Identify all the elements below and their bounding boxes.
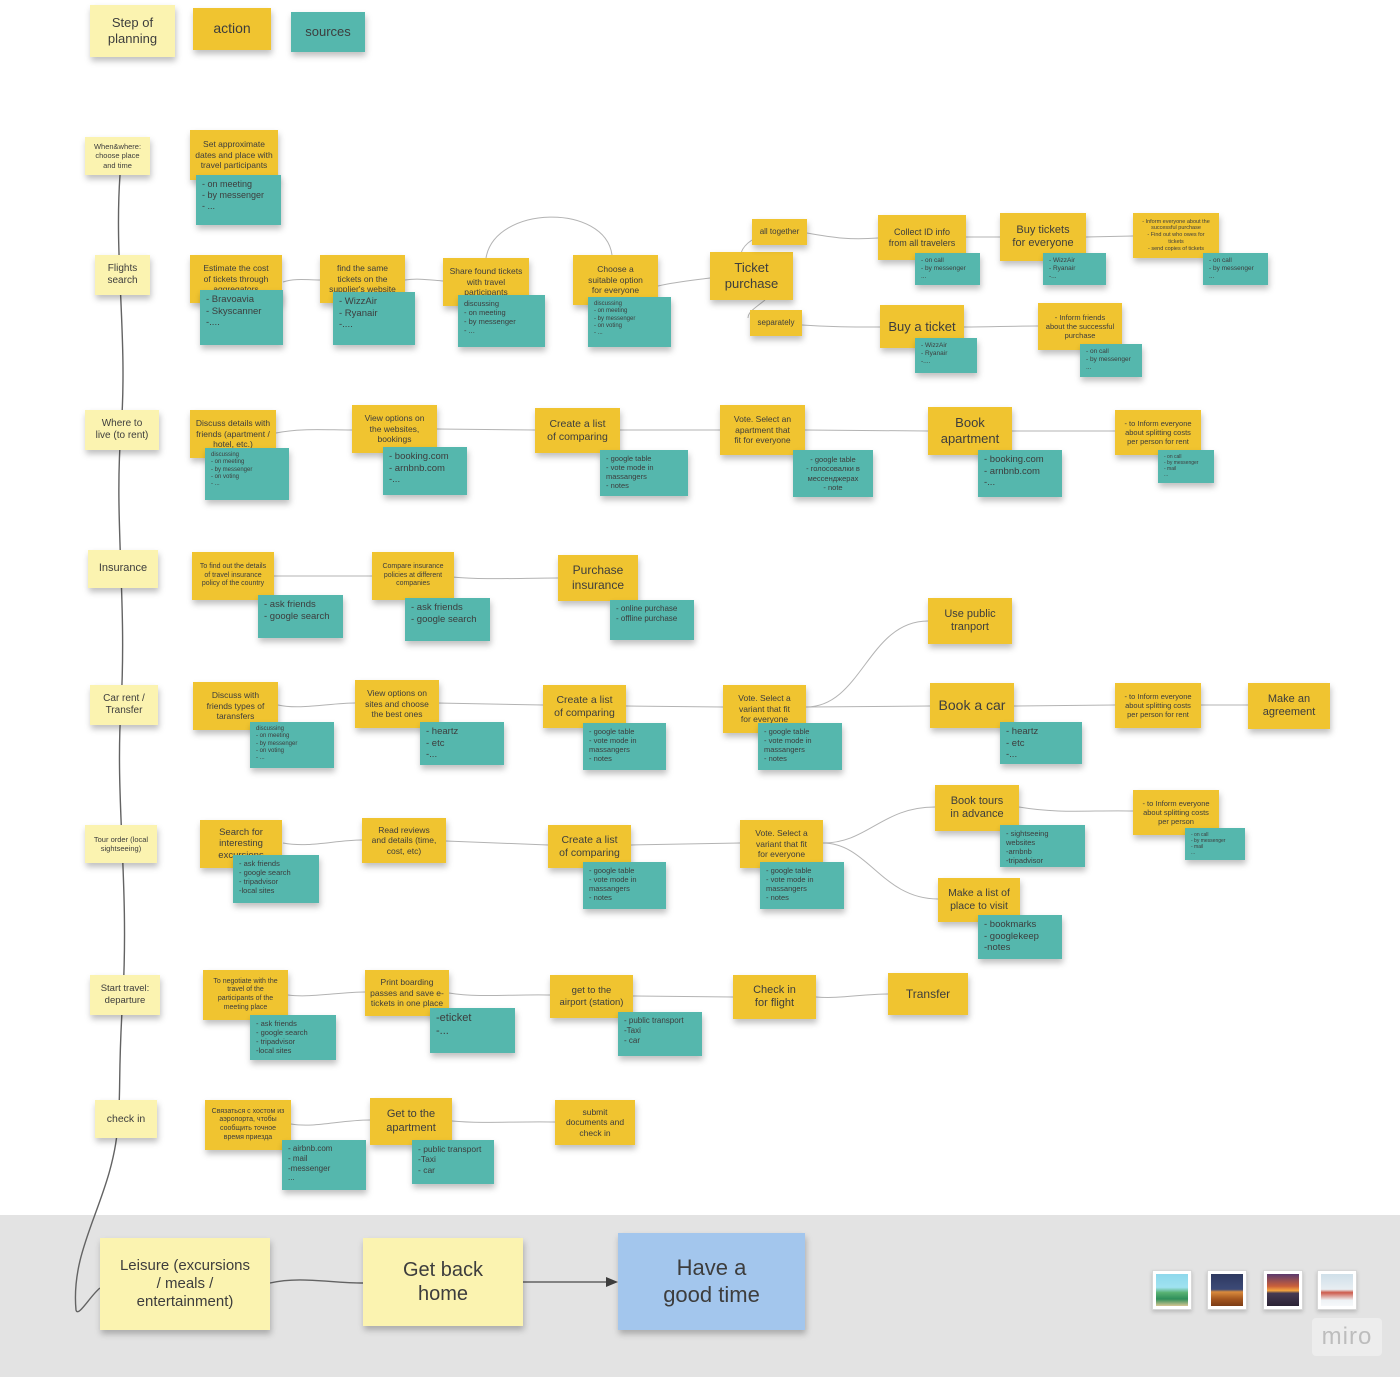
action-list-comparing-tour[interactable]: Create a list of comparing bbox=[548, 825, 631, 868]
action-use-public-transport[interactable]: Use public tranport bbox=[928, 598, 1012, 644]
action-insurance-details[interactable]: To find out the details of travel insura… bbox=[192, 552, 274, 600]
source-inform-friends[interactable]: - on call - by messenger ... bbox=[1080, 344, 1142, 377]
sunrise-mountains-image bbox=[1267, 1274, 1299, 1306]
action-submit-documents[interactable]: submit documents and check in bbox=[555, 1100, 635, 1145]
source-get-to-airport[interactable]: - public transport -Taxi - car bbox=[618, 1012, 702, 1056]
legend-sources[interactable]: sources bbox=[291, 12, 365, 52]
source-set-dates[interactable]: - on meeting - by messenger - ... bbox=[196, 175, 281, 225]
step-flights-search[interactable]: Flights search bbox=[95, 255, 150, 295]
action-book-apartment[interactable]: Book apartment bbox=[928, 407, 1012, 455]
source-list-comparing-tour[interactable]: - google table - vote mode in massangers… bbox=[583, 862, 666, 909]
source-eticket[interactable]: -eticket -... bbox=[430, 1008, 515, 1053]
action-set-dates[interactable]: Set approximate dates and place with tra… bbox=[190, 130, 278, 180]
step-tour-order[interactable]: Tour order (local sightseeing) bbox=[85, 825, 157, 863]
action-get-to-apartment[interactable]: Get to the apartment bbox=[370, 1098, 452, 1145]
source-contact-host[interactable]: - airbnb.com - mail -messenger ... bbox=[282, 1140, 366, 1190]
source-compare-insurance[interactable]: - ask friends - google search bbox=[405, 598, 490, 641]
action-make-agreement[interactable]: Make an agreement bbox=[1248, 683, 1330, 729]
step-check-in[interactable]: check in bbox=[95, 1100, 157, 1138]
action-inform-everyone-purchase[interactable]: - Inform everyone about the successful p… bbox=[1133, 213, 1219, 258]
source-insurance-details[interactable]: - ask friends - google search bbox=[258, 595, 343, 638]
source-aggregators[interactable]: - Bravoavia - Skyscanner -.... bbox=[200, 290, 283, 345]
source-book-apartment[interactable]: - booking.com - arnbnb.com -... bbox=[978, 450, 1062, 497]
action-inform-split-tour[interactable]: - to Inform everyone about splitting cos… bbox=[1133, 790, 1219, 835]
source-negotiate-meeting[interactable]: - ask friends - google search - tripadvi… bbox=[250, 1015, 336, 1060]
legend-step-of-planning[interactable]: Step of planning bbox=[90, 5, 175, 57]
legend-action[interactable]: action bbox=[193, 8, 271, 50]
action-book-a-car[interactable]: Book a car bbox=[930, 683, 1014, 728]
step-when-where[interactable]: When&where: choose place and time bbox=[85, 137, 150, 175]
action-negotiate-meeting[interactable]: To negotiate with the travel of the part… bbox=[203, 970, 288, 1020]
action-inform-split-car[interactable]: - to Inform everyone about splitting cos… bbox=[1115, 683, 1201, 728]
action-vote-apartment[interactable]: Vote. Select an apartment that fit for e… bbox=[720, 405, 805, 455]
miro-watermark: miro bbox=[1312, 1318, 1382, 1356]
step-start-travel[interactable]: Start travel: departure bbox=[90, 975, 160, 1015]
source-list-comparing-car[interactable]: - google table - vote mode in massangers… bbox=[583, 723, 666, 770]
source-vote-car[interactable]: - google table - vote mode in massangers… bbox=[758, 723, 842, 770]
mountain-lake-image bbox=[1156, 1274, 1188, 1306]
source-discuss-transfers[interactable]: discussing - on meeting - by messenger -… bbox=[250, 722, 334, 768]
action-view-websites[interactable]: View options on the websites, bookings bbox=[352, 405, 437, 453]
source-places-to-visit[interactable]: - bookmarks - googlekeep -notes bbox=[978, 915, 1062, 959]
action-collect-id[interactable]: Collect ID info from all travelers bbox=[878, 215, 966, 260]
action-list-comparing-car[interactable]: Create a list of comparing bbox=[543, 685, 626, 728]
action-compare-insurance[interactable]: Compare insurance policies at different … bbox=[372, 552, 454, 600]
source-discuss-apartment[interactable]: discussing - on meeting - by messenger -… bbox=[205, 448, 289, 500]
step-leisure[interactable]: Leisure (excursions / meals / entertainm… bbox=[100, 1238, 270, 1330]
action-book-tours[interactable]: Book tours in advance bbox=[935, 785, 1019, 831]
action-purchase-insurance[interactable]: Purchase insurance bbox=[558, 555, 638, 601]
step-car-rent[interactable]: Car rent / Transfer bbox=[90, 685, 158, 725]
step-where-to-live[interactable]: Where to live (to rent) bbox=[85, 410, 159, 450]
thumbnail-sunrise-mountains[interactable] bbox=[1263, 1270, 1303, 1310]
night-bridge-image bbox=[1211, 1274, 1243, 1306]
action-list-comparing-rent[interactable]: Create a list of comparing bbox=[535, 408, 620, 453]
action-places-to-visit[interactable]: Make a list of place to visit bbox=[938, 878, 1020, 922]
action-inform-friends[interactable]: - Inform friends about the successful pu… bbox=[1038, 303, 1122, 350]
source-book-tours[interactable]: - sightseeing websites -arnbnb -tripadvi… bbox=[1000, 825, 1085, 867]
action-read-reviews[interactable]: Read reviews and details (time, cost, et… bbox=[362, 818, 446, 863]
action-vote-tour[interactable]: Vote. Select a variant that fit for ever… bbox=[740, 820, 823, 868]
source-booking-sites[interactable]: - booking.com - arnbnb.com -... bbox=[383, 447, 467, 495]
action-contact-host[interactable]: Связаться с хостом из аэропорта, чтобы с… bbox=[205, 1100, 291, 1150]
step-insurance[interactable]: Insurance bbox=[88, 550, 158, 588]
thumbnail-snowy-volcano[interactable] bbox=[1317, 1270, 1357, 1310]
action-print-passes[interactable]: Print boarding passes and save e- ticket… bbox=[365, 970, 449, 1016]
action-check-in-flight[interactable]: Check in for flight bbox=[733, 975, 816, 1019]
source-buy-a-ticket-sites[interactable]: - WizzAir - Ryanair -.... bbox=[915, 338, 977, 373]
note-have-a-good-time[interactable]: Have a good time bbox=[618, 1233, 805, 1330]
source-choose-channels[interactable]: discussing - on meeting - by messenger -… bbox=[588, 297, 671, 347]
source-get-to-apartment[interactable]: - public transport -Taxi - car bbox=[412, 1140, 494, 1184]
source-purchase-insurance[interactable]: - online purchase - offline purchase bbox=[610, 600, 694, 640]
source-list-comparing-rent[interactable]: - google table - vote mode in massangers… bbox=[600, 450, 688, 496]
source-vote-tour[interactable]: - google table - vote mode in massangers… bbox=[760, 862, 844, 909]
source-book-a-car[interactable]: - heartz - etc -... bbox=[1000, 722, 1082, 764]
source-buy-tickets-sites[interactable]: - WizzAir - Ryanair -... bbox=[1043, 253, 1106, 285]
action-view-car-sites[interactable]: View options on sites and choose the bes… bbox=[355, 680, 439, 728]
action-all-together[interactable]: all together bbox=[752, 219, 807, 245]
snowy-volcano-image bbox=[1321, 1274, 1353, 1306]
source-inform-split-rent[interactable]: - on call - by messenger - mail ... bbox=[1158, 450, 1214, 483]
source-inform-everyone-purchase[interactable]: - on call - by messenger ... bbox=[1203, 253, 1268, 285]
source-vote-apartment[interactable]: - google table - голосовалки в мессендже… bbox=[793, 450, 873, 497]
action-separately[interactable]: separately bbox=[750, 310, 802, 336]
action-get-to-airport[interactable]: get to the airport (station) bbox=[550, 975, 633, 1018]
step-get-back-home[interactable]: Get back home bbox=[363, 1238, 523, 1326]
source-inform-split-tour[interactable]: - on call - by messenger - mail ... bbox=[1185, 828, 1245, 860]
action-inform-split-rent[interactable]: - to Inform everyone about splitting cos… bbox=[1115, 410, 1201, 455]
source-collect-id[interactable]: - on call - by messenger ... bbox=[915, 253, 980, 285]
action-ticket-purchase[interactable]: Ticket purchase bbox=[710, 252, 793, 300]
thumbnail-night-bridge[interactable] bbox=[1207, 1270, 1247, 1310]
source-share-channels[interactable]: discussing - on meeting - by messenger -… bbox=[458, 295, 545, 347]
source-suppliers[interactable]: - WizzAir - Ryanair -.... bbox=[333, 292, 415, 345]
action-choose-option[interactable]: Choose a suitable option for everyone bbox=[573, 255, 658, 305]
action-transfer[interactable]: Transfer bbox=[888, 973, 968, 1015]
source-car-sites[interactable]: - heartz - etc -... bbox=[420, 722, 504, 765]
source-search-excursions[interactable]: - ask friends - google search - tripadvi… bbox=[233, 855, 319, 903]
thumbnail-mountain-lake[interactable] bbox=[1152, 1270, 1192, 1310]
